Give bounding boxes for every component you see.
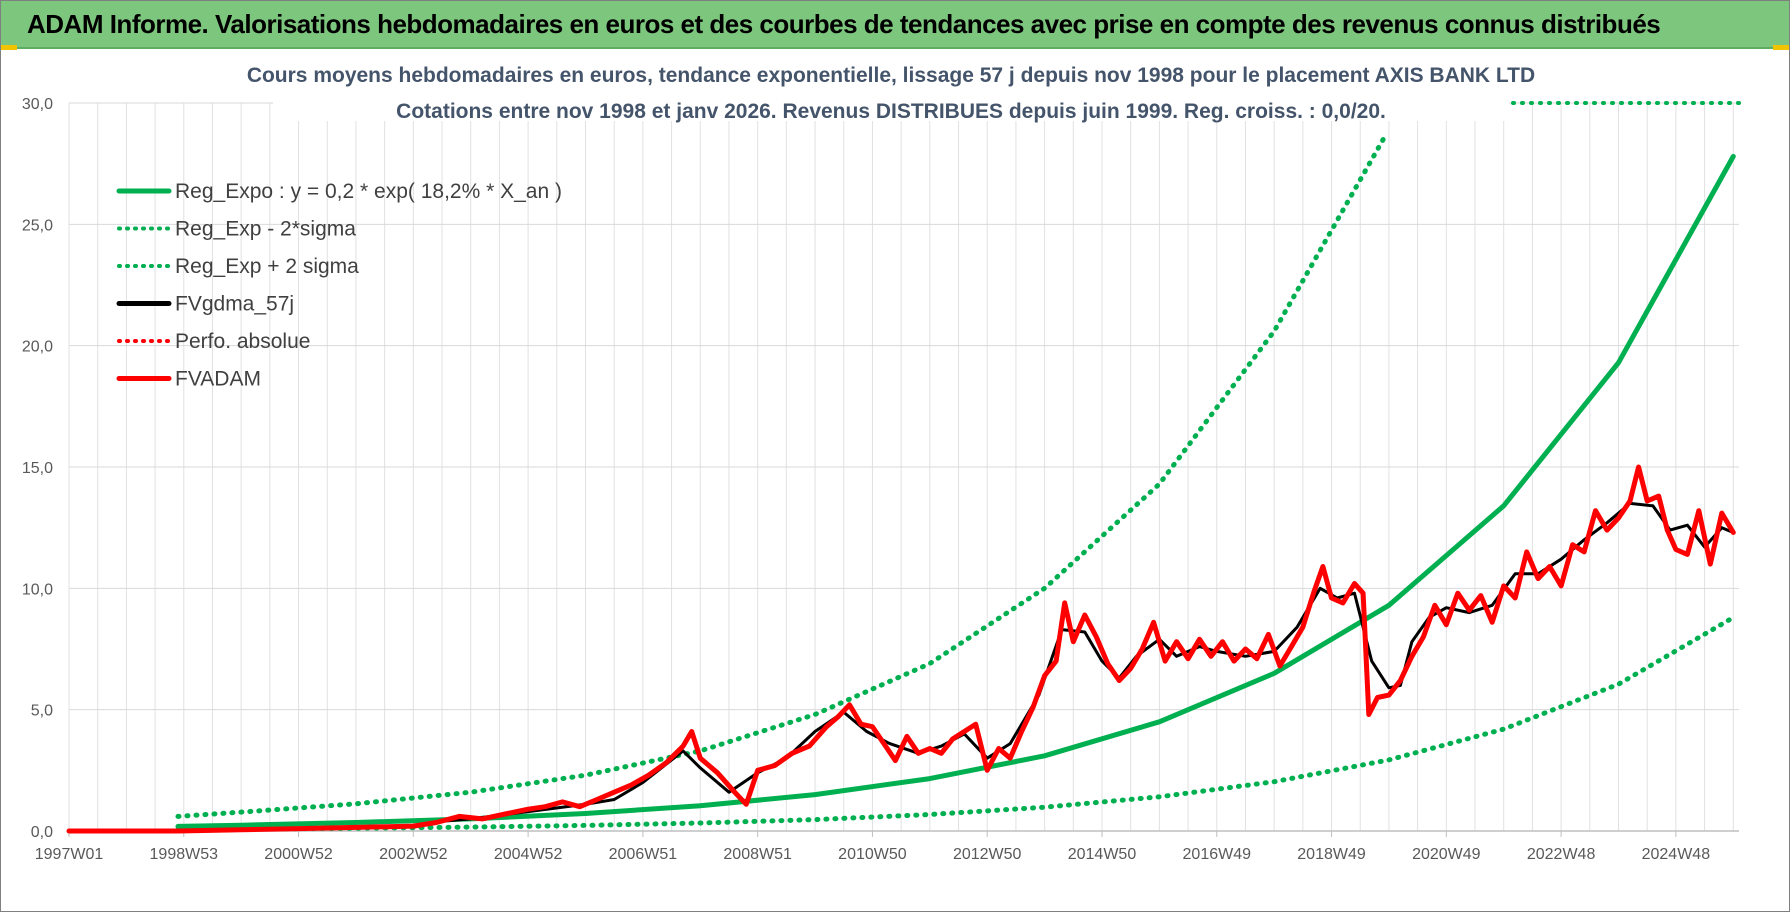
legend-label: Perfo. absolue [175, 330, 310, 353]
x-tick-label: 1998W53 [150, 846, 219, 863]
page-title: ADAM Informe. Valorisations hebdomadaire… [27, 9, 1661, 39]
chart-titles: Cours moyens hebdomadaires en euros, ten… [247, 59, 1535, 123]
legend-label: Reg_Exp + 2 sigma [175, 255, 359, 278]
chart-title-line-2: Cotations entre nov 1998 et janv 2026. R… [396, 100, 1386, 123]
legend-label: Reg_Expo : y = 0,2 * exp( 18,2% * X_an ) [175, 180, 562, 203]
chart-title-line-1: Cours moyens hebdomadaires en euros, ten… [247, 64, 1535, 87]
x-tick-label: 2004W52 [494, 846, 563, 863]
y-tick-label: 5,0 [31, 703, 53, 720]
title-background [273, 59, 1509, 121]
line-chart: 0,0 5,0 10,0 15,0 20,0 25,0 30,0 1997W01 1998W53… [22, 59, 1741, 863]
series-line-2 [175, 136, 1386, 819]
x-tick-label: 2012W50 [953, 846, 1022, 863]
y-tick-label: 10,0 [22, 581, 53, 598]
x-tick-label: 2024W48 [1642, 846, 1711, 863]
x-tick-label: 2008W51 [723, 846, 792, 863]
series-line-5 [66, 464, 1736, 834]
x-tick-label: 2022W48 [1527, 846, 1596, 863]
x-tick-label: 2002W52 [379, 846, 448, 863]
corner-marker-top-left [1, 45, 17, 50]
x-tick-label: 1997W01 [35, 846, 104, 863]
header-banner: ADAM Informe. Valorisations hebdomadaire… [1, 1, 1789, 49]
y-tick-label: 20,0 [22, 339, 53, 356]
legend-label: Reg_Exp - 2*sigma [175, 218, 356, 241]
legend-label: FVgdma_57j [175, 293, 294, 316]
x-tick-label: 2018W49 [1297, 846, 1366, 863]
x-tick-label: 2016W49 [1183, 846, 1252, 863]
legend-label: FVADAM [175, 368, 261, 391]
y-tick-label: 30,0 [22, 96, 53, 113]
x-tick-label: 2020W49 [1412, 846, 1481, 863]
x-tick-label: 2014W50 [1068, 846, 1137, 863]
y-tick-label: 25,0 [22, 217, 53, 234]
corner-marker-top-right [1773, 45, 1789, 50]
legend: Reg_Expo : y = 0,2 * exp( 18,2% * X_an )… [116, 180, 562, 391]
y-tick-label: 0,0 [31, 824, 53, 841]
x-tick-label: 2006W51 [609, 846, 678, 863]
gridlines [68, 102, 1739, 831]
x-tick-label: 2000W52 [264, 846, 333, 863]
x-tick-label: 2010W50 [838, 846, 907, 863]
series-layer [66, 101, 1741, 834]
series-line-0 [175, 153, 1736, 829]
axes: 0,0 5,0 10,0 15,0 20,0 25,0 30,0 1997W01 1998W53… [22, 96, 1739, 863]
y-tick-label: 15,0 [22, 460, 53, 477]
